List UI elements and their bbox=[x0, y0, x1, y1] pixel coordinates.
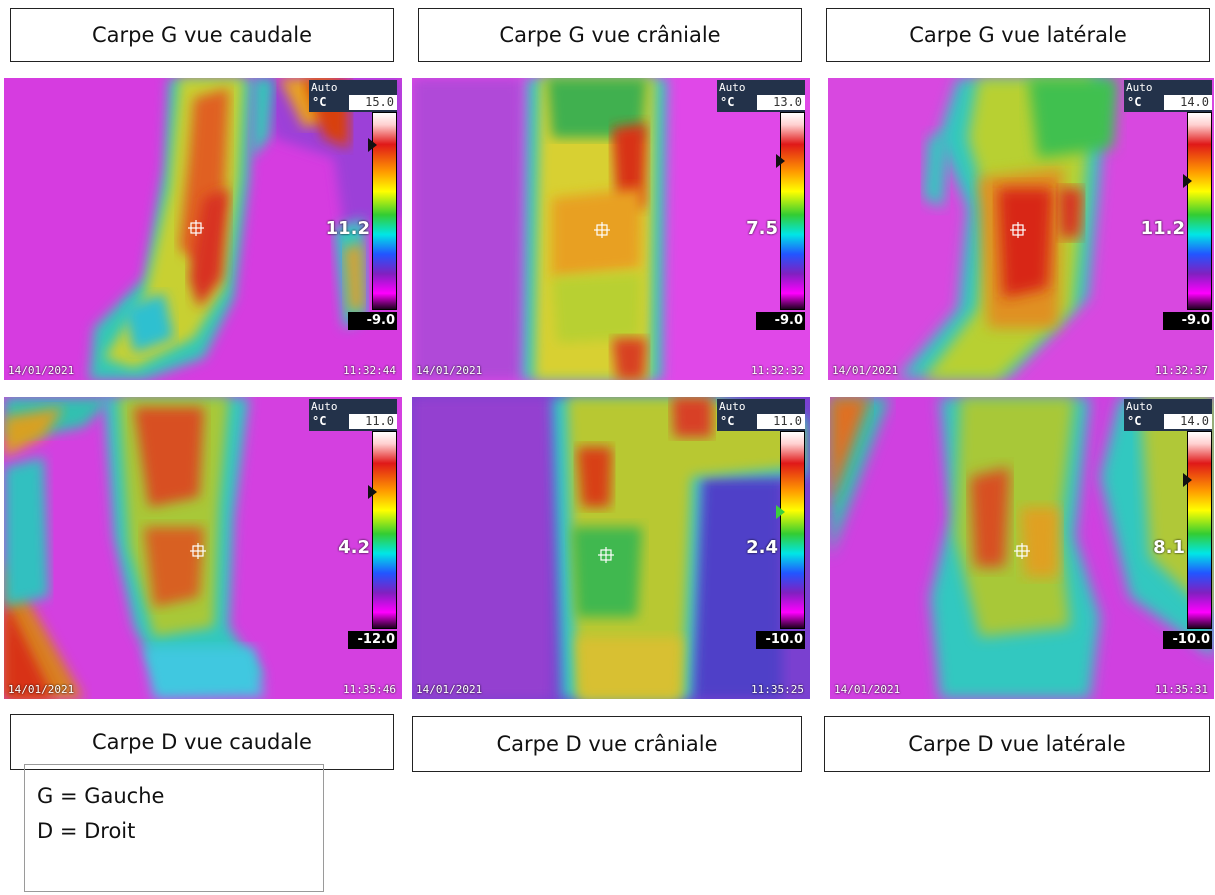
scale-max: 14.0 bbox=[1164, 414, 1212, 429]
thermal-scene bbox=[828, 78, 1214, 380]
scale-max: 11.0 bbox=[349, 414, 397, 429]
capture-date: 14/01/2021 bbox=[8, 364, 75, 377]
thermal-image-d-caudale: Auto °C 11.0 4.2 -12.0 14/01/2021 11:35:… bbox=[4, 397, 402, 699]
scale-marker bbox=[1183, 174, 1192, 188]
capture-date: 14/01/2021 bbox=[416, 364, 483, 377]
label-carpe-g-caudale: Carpe G vue caudale bbox=[10, 8, 394, 62]
scale-marker bbox=[368, 138, 377, 152]
scale-marker bbox=[776, 505, 785, 519]
capture-time: 11:35:46 bbox=[343, 683, 396, 696]
thermal-scene bbox=[4, 397, 402, 699]
scale-marker bbox=[776, 154, 785, 168]
legend-line-gauche: G = Gauche bbox=[37, 784, 165, 808]
unit-label: °C bbox=[1127, 95, 1142, 109]
legend-line-droit: D = Droit bbox=[37, 819, 136, 843]
color-scale bbox=[1187, 112, 1212, 310]
capture-time: 11:35:31 bbox=[1155, 683, 1208, 696]
color-scale bbox=[372, 112, 397, 310]
color-scale bbox=[1187, 431, 1212, 629]
label-carpe-d-laterale: Carpe D vue latérale bbox=[824, 716, 1210, 772]
crosshair-icon bbox=[190, 543, 206, 559]
spot-temperature: 8.1 bbox=[1153, 537, 1185, 558]
scale-marker bbox=[1183, 473, 1192, 487]
mode-label: Auto bbox=[1126, 400, 1153, 413]
color-scale bbox=[780, 431, 805, 629]
thermal-image-g-craniale: Auto °C 13.0 7.5 -9.0 14/01/2021 11:32:3… bbox=[412, 78, 810, 380]
capture-time: 11:35:25 bbox=[751, 683, 804, 696]
thermal-scene bbox=[412, 78, 810, 380]
scale-min: -9.0 bbox=[348, 312, 397, 330]
thermal-image-g-laterale: Auto °C 14.0 11.2 -9.0 14/01/2021 11:32:… bbox=[828, 78, 1214, 380]
mode-label: Auto bbox=[1126, 81, 1153, 94]
color-scale bbox=[372, 431, 397, 629]
capture-date: 14/01/2021 bbox=[834, 683, 901, 696]
thermal-image-g-caudale: Auto °C 15.0 11.2 -9.0 14/01/2021 11:32:… bbox=[4, 78, 402, 380]
capture-date: 14/01/2021 bbox=[832, 364, 899, 377]
spot-temperature: 2.4 bbox=[746, 537, 778, 558]
mode-label: Auto bbox=[311, 81, 338, 94]
mode-label: Auto bbox=[719, 400, 746, 413]
scale-min: -10.0 bbox=[756, 631, 805, 649]
scale-min: -9.0 bbox=[1163, 312, 1212, 330]
unit-label: °C bbox=[312, 414, 327, 428]
scale-max: 11.0 bbox=[757, 414, 805, 429]
scale-max: 15.0 bbox=[349, 95, 397, 110]
mode-label: Auto bbox=[719, 81, 746, 94]
crosshair-icon bbox=[1014, 543, 1030, 559]
legend-box: G = Gauche D = Droit bbox=[24, 764, 324, 892]
spot-temperature: 11.2 bbox=[1140, 218, 1185, 239]
scale-marker bbox=[368, 485, 377, 499]
spot-temperature: 7.5 bbox=[746, 218, 778, 239]
scale-min: -10.0 bbox=[1163, 631, 1212, 649]
mode-label: Auto bbox=[311, 400, 338, 413]
capture-date: 14/01/2021 bbox=[416, 683, 483, 696]
label-carpe-g-craniale: Carpe G vue crâniale bbox=[418, 8, 802, 62]
scale-min: -9.0 bbox=[756, 312, 805, 330]
crosshair-icon bbox=[598, 547, 614, 563]
thermal-scene bbox=[412, 397, 810, 699]
color-scale bbox=[780, 112, 805, 310]
unit-label: °C bbox=[720, 95, 735, 109]
scale-min: -12.0 bbox=[348, 631, 397, 649]
spot-temperature: 4.2 bbox=[338, 537, 370, 558]
label-carpe-d-caudale: Carpe D vue caudale bbox=[10, 714, 394, 770]
unit-label: °C bbox=[312, 95, 327, 109]
label-carpe-g-laterale: Carpe G vue latérale bbox=[826, 8, 1210, 62]
crosshair-icon bbox=[188, 220, 204, 236]
crosshair-icon bbox=[1010, 222, 1026, 238]
unit-label: °C bbox=[720, 414, 735, 428]
capture-time: 11:32:44 bbox=[343, 364, 396, 377]
scale-max: 14.0 bbox=[1164, 95, 1212, 110]
crosshair-icon bbox=[594, 222, 610, 238]
label-carpe-d-craniale: Carpe D vue crâniale bbox=[412, 716, 802, 772]
thermal-image-d-laterale: Auto °C 14.0 8.1 -10.0 14/01/2021 11:35:… bbox=[830, 397, 1214, 699]
capture-date: 14/01/2021 bbox=[8, 683, 75, 696]
spot-temperature: 11.2 bbox=[325, 218, 370, 239]
capture-time: 11:32:32 bbox=[751, 364, 804, 377]
scale-max: 13.0 bbox=[757, 95, 805, 110]
thermal-image-d-craniale: Auto °C 11.0 2.4 -10.0 14/01/2021 11:35:… bbox=[412, 397, 810, 699]
unit-label: °C bbox=[1127, 414, 1142, 428]
capture-time: 11:32:37 bbox=[1155, 364, 1208, 377]
